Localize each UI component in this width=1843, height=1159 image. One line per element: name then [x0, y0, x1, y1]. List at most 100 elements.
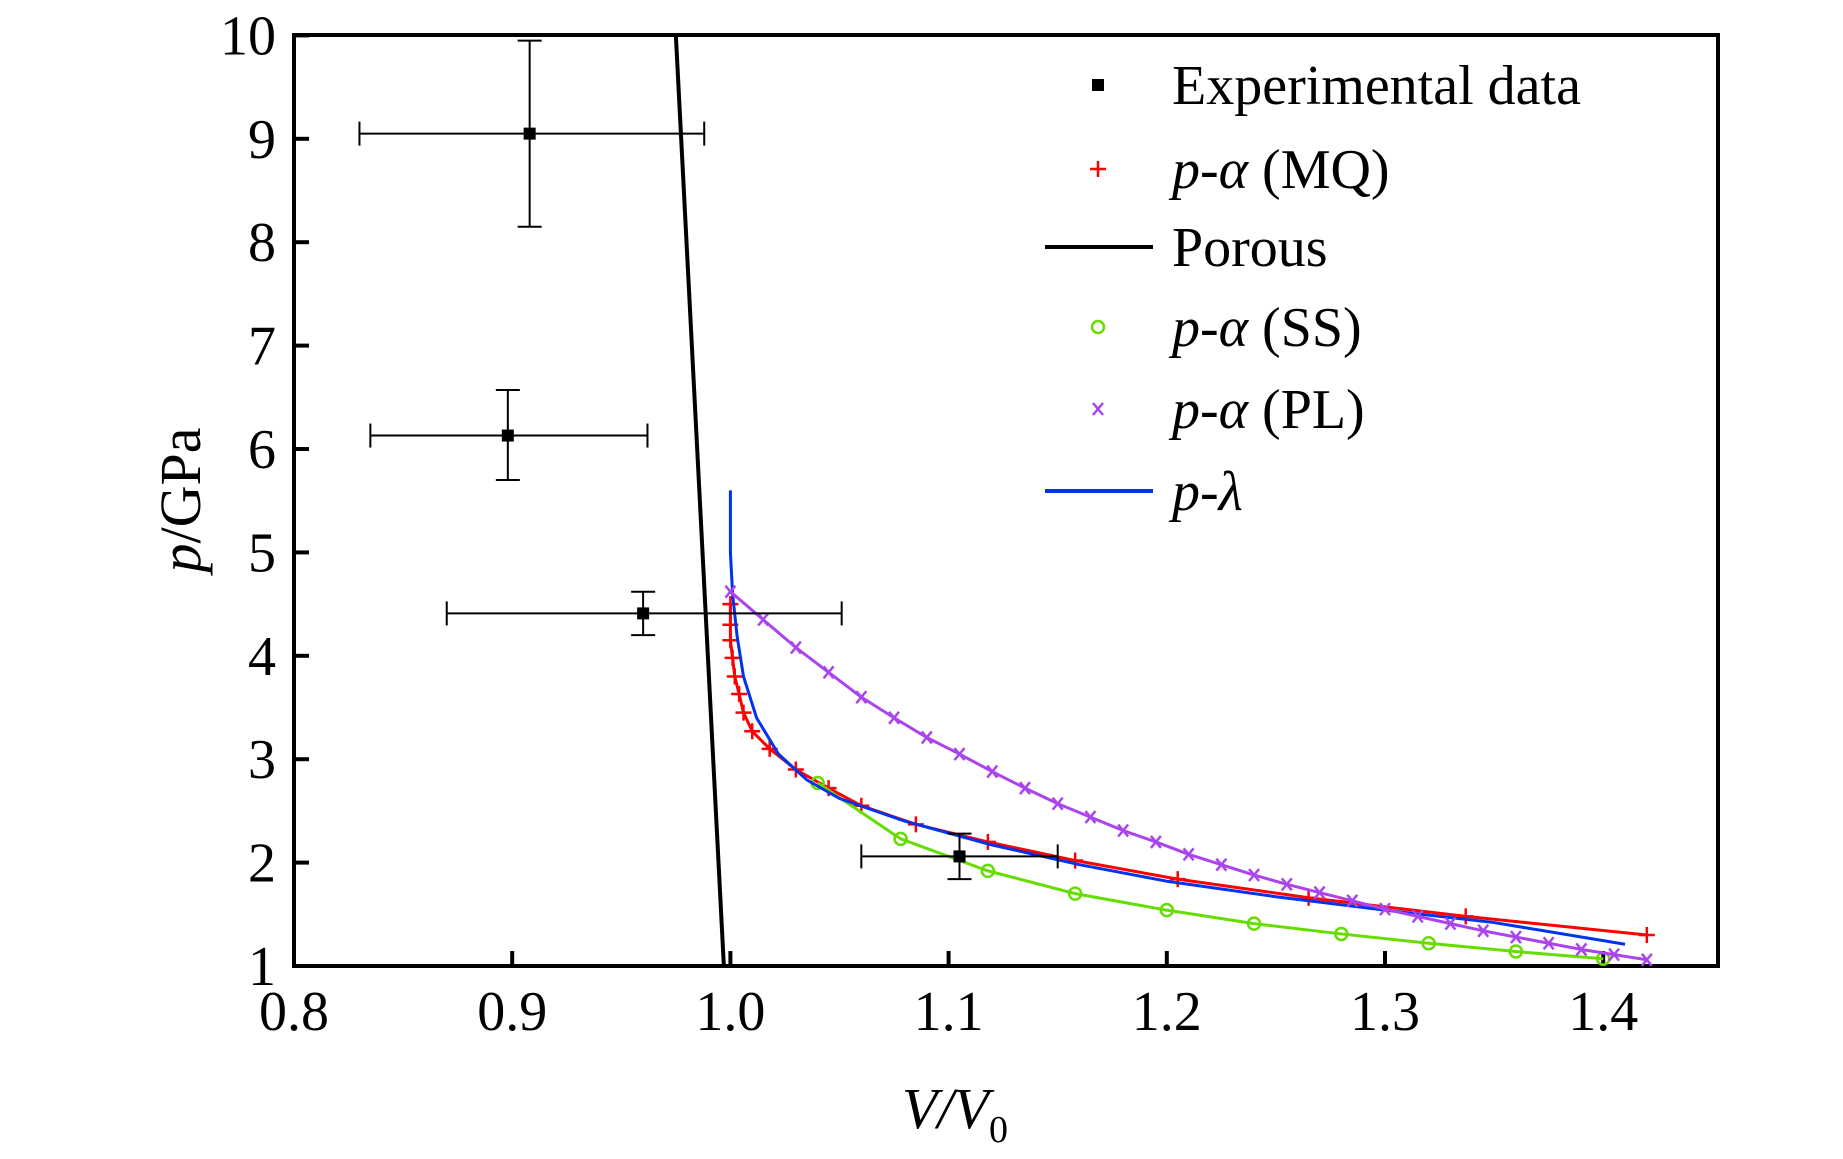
data-point-p-pl	[1019, 781, 1031, 795]
x-tick-label: 1.1	[914, 981, 984, 1043]
legend-label-text: (SS)	[1248, 297, 1362, 359]
x-b	[888, 711, 901, 725]
data-point-experimental-data	[358, 39, 706, 228]
x-b	[822, 665, 835, 680]
x-b	[1411, 909, 1424, 924]
data-point-p-pl	[1477, 924, 1490, 938]
legend-label: Experimental data	[1172, 55, 1581, 117]
data-point-p-pl	[1608, 947, 1621, 962]
x-b	[986, 764, 999, 779]
data-point-p-mq	[726, 668, 743, 685]
x-b	[1248, 868, 1261, 882]
legend-label-text: (MQ)	[1248, 139, 1390, 201]
legend-label-italic: p-α	[1168, 297, 1250, 359]
x-b	[1379, 902, 1391, 916]
data-point-p-mq	[722, 632, 739, 649]
x-b	[1313, 885, 1326, 900]
data-point-p-pl	[855, 690, 868, 704]
data-point-p-pl	[986, 764, 999, 779]
data-point-p-pl	[724, 584, 737, 599]
data-point-p-ss	[1246, 916, 1262, 931]
x-b	[1084, 810, 1097, 824]
legend-item-p: p-λ	[1045, 461, 1243, 523]
legend-item-p-mq: p-α (MQ)	[1090, 139, 1390, 201]
x-b	[1280, 877, 1293, 892]
legend-item-porous: Porous	[1045, 217, 1328, 279]
data-point-p-pl	[888, 711, 901, 725]
data-point-p-mq	[1067, 852, 1084, 869]
data-point-p-pl	[1182, 847, 1195, 862]
legend-label-text: Porous	[1172, 217, 1328, 279]
data-point-p-pl	[1542, 936, 1555, 951]
legend-label: p-α (PL)	[1168, 379, 1365, 441]
legend-label-italic: p-α	[1168, 379, 1250, 441]
data-point-p-mq	[724, 649, 741, 666]
legend-marker	[1092, 79, 1104, 91]
x-b	[1019, 781, 1031, 795]
legend-item-p-pl: p-α (PL)	[1092, 379, 1365, 441]
y-axis-label: p/GPa	[148, 428, 213, 577]
legend-marker	[1092, 402, 1104, 416]
x-b	[1542, 936, 1555, 951]
x-b	[757, 612, 770, 627]
series-line-p	[728, 490, 1626, 946]
x-b	[953, 747, 966, 761]
data-point-experimental-data	[860, 832, 1059, 881]
data-point-p-pl	[1051, 796, 1064, 811]
x-axis-label: V/V0	[902, 1076, 1008, 1151]
legend-label-text: Experimental data	[1172, 55, 1581, 117]
legend-label: Porous	[1172, 217, 1328, 279]
x-tick-label: 1.4	[1568, 981, 1638, 1043]
x-b	[1346, 894, 1359, 908]
data-point-p-ss	[980, 863, 996, 879]
data-point-p-pl	[920, 730, 933, 745]
legend-marker	[1090, 161, 1106, 177]
x-tick-label: 1.2	[1132, 981, 1202, 1043]
x-b	[1149, 835, 1162, 849]
data-point-p-pl	[1215, 857, 1228, 872]
y-tick-label: 10	[220, 5, 276, 67]
x-axis-label-subscript: 0	[989, 1109, 1008, 1151]
y-tick-label: 5	[248, 522, 276, 584]
data-point-p-ss	[1159, 902, 1175, 918]
x-b	[1051, 796, 1064, 811]
x-b	[789, 640, 802, 655]
x-b	[1444, 916, 1457, 931]
data-point-p-pl	[822, 665, 835, 680]
data-point-p-mq	[731, 686, 748, 703]
legend-label: p-α (MQ)	[1168, 139, 1390, 201]
data-point-p-mq	[1169, 871, 1186, 888]
data-point-p-pl	[1411, 909, 1424, 924]
legend-label: p-λ	[1168, 461, 1243, 523]
data-point-p-pl	[1575, 942, 1588, 957]
legend-item-p-ss: p-α (SS)	[1090, 297, 1362, 359]
series-line-p-pl	[729, 590, 1648, 962]
x-b	[1640, 952, 1653, 967]
y-tick-label: 7	[248, 316, 276, 378]
data-point-marker	[953, 850, 966, 863]
x-b	[1215, 857, 1228, 872]
y-tick-label: 3	[248, 729, 276, 791]
data-point-p-pl	[1379, 902, 1391, 916]
x-b	[1575, 942, 1588, 957]
legend-label-italic: p-α	[1168, 139, 1250, 201]
x-b	[724, 584, 737, 599]
x-b	[1509, 930, 1522, 944]
data-point-marker	[637, 607, 650, 620]
data-point-p-pl	[757, 612, 770, 627]
data-point-p-mq	[735, 704, 752, 721]
data-point-experimental-data	[369, 389, 649, 482]
data-point-p-pl	[1248, 868, 1261, 882]
data-point-p-mq	[722, 596, 739, 613]
legend-item-experimental-data: Experimental data	[1092, 55, 1581, 117]
x-b	[1477, 924, 1490, 938]
x-b	[1117, 823, 1130, 838]
y-tick-label: 9	[248, 109, 276, 171]
y-tick-label: 6	[248, 419, 276, 481]
data-point-marker	[523, 127, 536, 140]
y-tick-label: 4	[248, 626, 276, 688]
data-point-p-pl	[1509, 930, 1522, 944]
data-point-p-ss	[1067, 886, 1083, 901]
